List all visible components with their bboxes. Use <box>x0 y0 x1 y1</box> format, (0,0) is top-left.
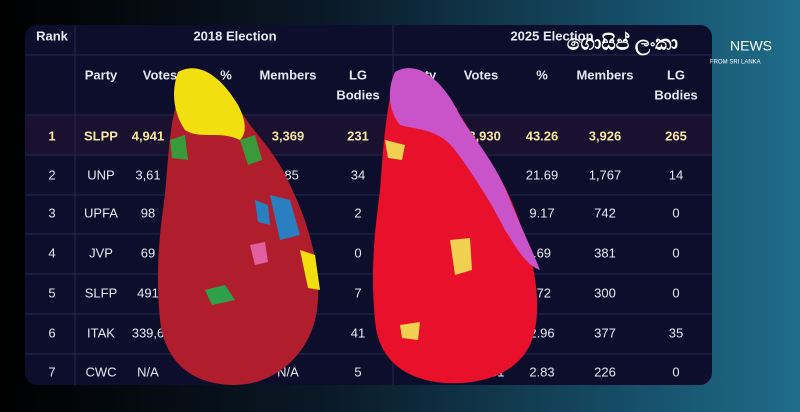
table-cell: 1,767 <box>589 167 622 182</box>
table-cell: 0 <box>672 245 679 260</box>
table-cell: 3,369 <box>272 128 305 143</box>
table-cell: 69 <box>141 245 155 260</box>
rank-header: Rank <box>36 28 69 43</box>
table-cell: 3 <box>48 205 55 220</box>
map-2018 <box>157 68 320 386</box>
table-cell: 35 <box>669 325 683 340</box>
table-cell: 21.69 <box>526 167 559 182</box>
table-cell: SLPP <box>84 128 118 143</box>
table-cell: 9.17 <box>529 205 554 220</box>
table-cell: 0 <box>672 364 679 379</box>
table-cell: 7 <box>48 364 55 379</box>
table-cell: 2.83 <box>529 364 554 379</box>
table-cell: ITAK <box>87 325 115 340</box>
column-header: Members <box>259 67 316 82</box>
column-header: LG <box>667 67 685 82</box>
table-cell: 3,926 <box>589 128 622 143</box>
highlight-row <box>25 115 712 155</box>
column-header: Members <box>576 67 633 82</box>
table-cell: 226 <box>594 364 616 379</box>
table-cell: 4,941 <box>132 128 165 143</box>
table-cell: 3,61 <box>135 167 160 182</box>
table-cell: 5 <box>48 285 55 300</box>
table-cell: CWC <box>85 364 116 379</box>
table-cell: 377 <box>594 325 616 340</box>
table-cell: 43.26 <box>526 128 559 143</box>
table-cell: 2 <box>48 167 55 182</box>
table-cell: .72 <box>533 285 551 300</box>
table-cell: N/A <box>137 364 159 379</box>
table-cell: 491 <box>137 285 159 300</box>
table-cell: 98 <box>141 205 155 220</box>
table-cell: 7 <box>354 285 361 300</box>
column-header: Votes <box>464 67 498 82</box>
column-header: % <box>220 67 232 82</box>
table-cell: JVP <box>89 245 113 260</box>
column-header: % <box>536 67 548 82</box>
table-cell: 6 <box>48 325 55 340</box>
table-cell: 265 <box>665 128 687 143</box>
table-cell: 5 <box>354 364 361 379</box>
logo-news: NEWS <box>730 38 772 54</box>
header-2025: 2025 Election <box>510 28 593 43</box>
table-cell: 4 <box>48 245 55 260</box>
table-cell: 1 <box>48 128 55 143</box>
table-cell: 0 <box>672 285 679 300</box>
column-header: Bodies <box>654 87 697 102</box>
table-cell: 14 <box>669 167 683 182</box>
table-cell: 742 <box>594 205 616 220</box>
column-header: Bodies <box>336 87 379 102</box>
table-cell: 339,6 <box>132 325 165 340</box>
table-cell: 381 <box>594 245 616 260</box>
table-cell: 2.96 <box>529 325 554 340</box>
table-cell: 41 <box>351 325 365 340</box>
table-cell: 0 <box>354 245 361 260</box>
column-header: LG <box>349 67 367 82</box>
table-cell: 2 <box>354 205 361 220</box>
column-header: Votes <box>143 67 177 82</box>
logo-tagline: FROM SRI LANKA <box>710 60 761 66</box>
table-cell: UPFA <box>84 205 118 220</box>
column-header: Party <box>85 67 118 82</box>
table-cell: .69 <box>533 245 551 260</box>
table-cell: UNP <box>87 167 114 182</box>
table-cell: 34 <box>351 167 365 182</box>
map-2025 <box>372 68 540 384</box>
table-cell: SLFP <box>85 285 118 300</box>
table-cell: 231 <box>347 128 369 143</box>
table-cell: 300 <box>594 285 616 300</box>
table-cell: 0 <box>672 205 679 220</box>
logo-name: ගොසිප් ලංකා <box>567 30 679 56</box>
header-2018: 2018 Election <box>193 28 276 43</box>
